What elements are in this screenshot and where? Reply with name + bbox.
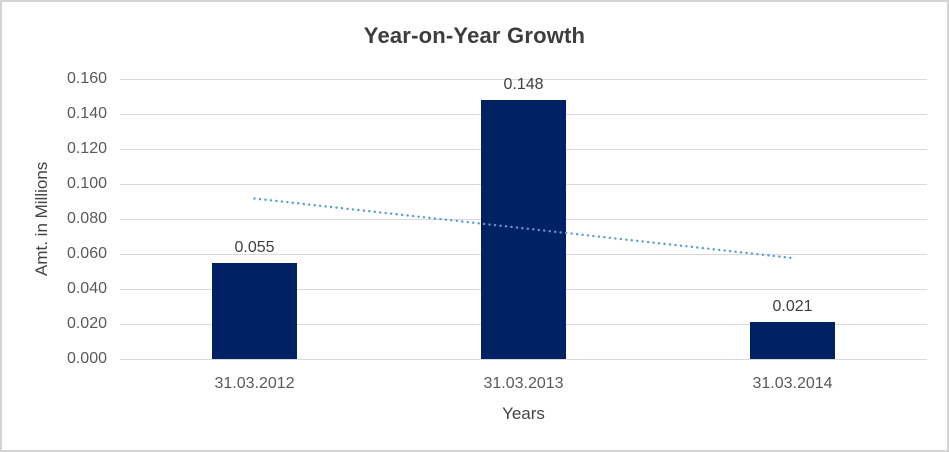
chart-title: Year-on-Year Growth [363, 23, 586, 48]
x-axis-tick-label: 31.03.2013 [483, 375, 564, 392]
gridline [120, 78, 927, 80]
x-axis-tick-label: 31.03.2014 [752, 375, 833, 392]
bar-data-label: 0.021 [772, 298, 813, 316]
bar-data-label: 0.148 [503, 76, 544, 93]
x-axis-title: Years [502, 404, 545, 423]
y-axis-tick-label: 0.100 [66, 175, 107, 192]
bar [481, 100, 566, 359]
y-axis-tick-label: 0.160 [66, 70, 107, 87]
y-axis-tick-label: 0.140 [66, 105, 107, 122]
y-axis-tick-label: 0.040 [66, 280, 107, 297]
y-axis-tick-label: 0.080 [66, 210, 107, 227]
y-axis-tick-label: 0.120 [66, 140, 107, 157]
x-axis-tick-label: 31.03.2012 [214, 375, 295, 392]
y-axis-tick-label: 0.000 [66, 350, 107, 367]
bar [212, 262, 297, 359]
y-axis-tick-label: 0.060 [66, 245, 107, 262]
y-axis-tick-label: 0.020 [66, 315, 107, 332]
bar [750, 322, 835, 359]
gridline [120, 358, 927, 360]
bar-data-label: 0.055 [234, 238, 275, 256]
